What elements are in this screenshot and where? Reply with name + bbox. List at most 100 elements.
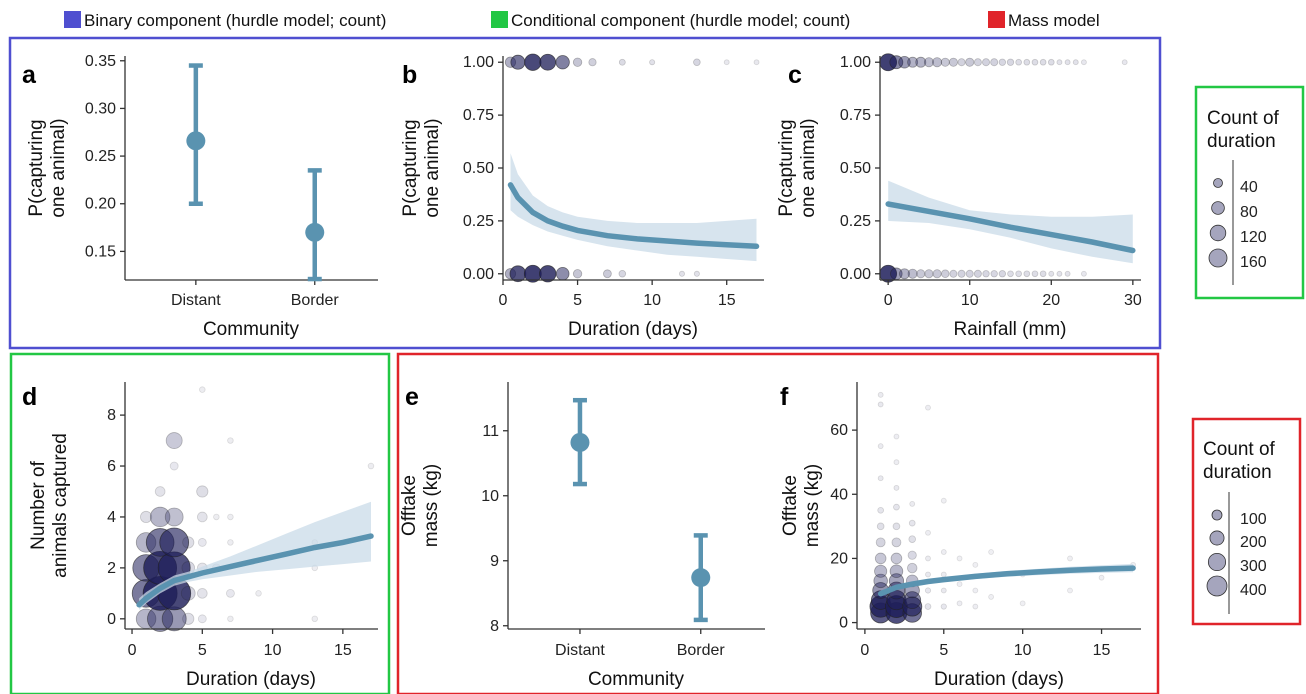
- panel-c-point: [915, 56, 927, 68]
- panel-f-point: [874, 564, 888, 578]
- panel-c-point: [1048, 270, 1055, 277]
- panel-f-point: [877, 506, 885, 514]
- panel-c-point: [1056, 59, 1063, 66]
- legend-swatch-mass: [988, 11, 1005, 28]
- panel-d-y-label-line2: animals captured: [50, 433, 71, 578]
- panel-c-point: [973, 58, 982, 67]
- panel-d-point: [196, 588, 208, 599]
- panel-d-y-label-line1: Number of: [28, 460, 49, 549]
- panel-b-point: [572, 269, 583, 279]
- panel-e-y-tick-label: 10: [481, 488, 499, 505]
- panel-c-confidence-ribbon: [888, 180, 1133, 264]
- panel-b-point: [524, 53, 542, 71]
- panel-b-y-tick-label: 1.00: [463, 54, 494, 71]
- panel-d-x-tick-label: 15: [334, 642, 352, 659]
- size-legend-red-label-2: 200: [1240, 534, 1267, 551]
- panel-f-fit-line: [877, 565, 1136, 597]
- panel-c-point: [1023, 270, 1031, 278]
- panel-c-point: [957, 269, 966, 278]
- size-legend-key-circle: [1206, 575, 1228, 597]
- panel-f-point: [877, 391, 884, 398]
- panel-c-point: [898, 55, 911, 69]
- panel-c-point: [982, 270, 990, 278]
- size-legend-green-title-2: duration: [1207, 131, 1276, 152]
- panel-c-point: [889, 55, 904, 70]
- panel-f-point: [873, 573, 888, 589]
- size-legend-red-title-1: Count of: [1203, 439, 1276, 460]
- panel-b-point: [555, 266, 570, 281]
- panel-c-point: [1007, 270, 1014, 278]
- legend-swatch-conditional: [491, 11, 508, 28]
- panel-b-point: [618, 58, 626, 66]
- panel-f-point: [940, 549, 947, 555]
- panel-d-point: [159, 527, 190, 558]
- panel-f-point: [876, 522, 885, 531]
- panel-b-point: [510, 54, 526, 70]
- panel-f-point: [972, 561, 979, 568]
- panel-a-y-label: P(capturingone animal): [26, 118, 69, 217]
- panel-c-point: [1056, 270, 1063, 277]
- panel-b-point: [539, 53, 557, 71]
- panel-f-x-label: Duration (days): [934, 669, 1064, 690]
- panel-c-point: [965, 269, 974, 278]
- binary-frame: [8, 36, 1162, 350]
- panel-f-y-label-line2: mass (kg): [802, 464, 823, 547]
- panel-f-x-tick-label: 0: [860, 642, 869, 659]
- panel-f-point: [972, 603, 979, 610]
- panel-f-point: [877, 443, 884, 450]
- size-legend-green-frame: [1194, 85, 1305, 300]
- panel-b-point: [618, 270, 627, 278]
- panel-c-point: [899, 268, 910, 280]
- panel-f-point: [890, 552, 903, 565]
- panel-a-y-tick-label: 0.15: [85, 243, 116, 260]
- panel-d-point: [199, 386, 206, 393]
- panel-c-point: [948, 57, 958, 67]
- panel-a-estimate-point: [186, 131, 206, 151]
- panel-f-point: [940, 497, 947, 504]
- panel-e-estimate-point: [570, 432, 590, 452]
- panel-e-y-label-line1: Offtake: [399, 475, 420, 536]
- panel-c-point: [1121, 59, 1128, 66]
- panel-f-point: [889, 564, 904, 579]
- panel-f-point: [940, 571, 947, 578]
- panel-e-plot: Community Offtakemass (kg) 8 9 10 11 Distant Bo…: [399, 382, 765, 690]
- panel-d-point: [226, 588, 235, 598]
- panel-b-point: [693, 270, 700, 277]
- panel-d-point: [169, 461, 179, 471]
- panel-d-point: [227, 615, 234, 623]
- panel-b-x-label: Duration (days): [568, 319, 698, 340]
- panel-c-point: [940, 57, 950, 67]
- size-legend-green: Count of duration 40 80 120 160: [1194, 85, 1305, 300]
- panel-c-point: [1006, 58, 1015, 66]
- panel-b-point: [603, 269, 612, 279]
- panel-f-point: [1098, 574, 1105, 581]
- panel-c-point: [1064, 59, 1071, 66]
- panel-c-point: [982, 58, 991, 67]
- panel-f-point: [972, 587, 979, 594]
- panel-b-y-tick-label: 0.50: [463, 160, 494, 177]
- panel-a-y-label-line1: P(capturing: [26, 119, 47, 216]
- panel-e-estimate-point: [691, 568, 711, 588]
- panel-f-point: [1067, 555, 1073, 562]
- panel-d-x-tick-label: 5: [198, 642, 207, 659]
- panel-c-point: [998, 58, 1007, 66]
- panel-b-y-label-line1: P(capturing: [400, 119, 421, 216]
- panel-b-x-tick-label: 5: [573, 292, 582, 309]
- panel-c-point: [907, 268, 918, 279]
- panel-c-point: [1064, 270, 1071, 277]
- panel-d-confidence-ribbon: [139, 501, 371, 610]
- panel-d-plot: Duration (days) Number ofanimals captured…: [28, 382, 378, 690]
- panel-c-point: [1031, 270, 1039, 278]
- panel-e-y-tick-label: 11: [482, 423, 499, 440]
- panel-c-point: [932, 269, 942, 279]
- legend-swatch-binary: [64, 11, 81, 28]
- panel-c-point: [1023, 58, 1031, 66]
- panel-b-x-tick-label: 10: [643, 292, 661, 309]
- panel-b-y-tick-label: 0.75: [463, 107, 494, 124]
- panel-b-point: [723, 59, 730, 66]
- panel-d-y-tick-label: 4: [107, 509, 116, 526]
- panel-b-point: [509, 265, 527, 283]
- panel-b-point: [649, 59, 656, 66]
- panel-a-plot: Community P(capturingone animal) 0.15 0.20 0…: [26, 53, 378, 340]
- panel-c-point: [990, 270, 998, 278]
